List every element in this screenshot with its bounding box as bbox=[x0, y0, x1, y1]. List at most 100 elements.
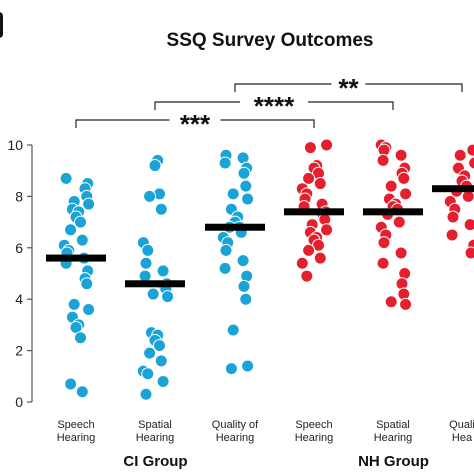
mean-bars bbox=[46, 185, 474, 288]
data-point bbox=[453, 148, 467, 162]
corner-fragment bbox=[0, 12, 3, 38]
y-tick-label: 0 bbox=[15, 394, 23, 410]
mean-bar bbox=[284, 208, 344, 216]
data-point bbox=[153, 338, 166, 352]
data-point bbox=[148, 159, 162, 173]
data-point bbox=[394, 246, 408, 260]
data-point bbox=[239, 292, 253, 306]
data-point bbox=[80, 277, 94, 291]
data-point bbox=[295, 256, 309, 270]
data-point bbox=[74, 331, 87, 345]
significance-label-bg bbox=[331, 72, 366, 92]
data-point bbox=[236, 254, 250, 268]
data-point bbox=[143, 189, 157, 203]
data-point bbox=[139, 387, 153, 401]
category-label: Spatial bbox=[376, 419, 410, 431]
data-point bbox=[64, 377, 78, 391]
category-label: Hearing bbox=[57, 432, 96, 444]
data-point bbox=[226, 187, 240, 201]
data-point bbox=[241, 192, 255, 206]
data-point bbox=[384, 295, 398, 309]
mean-bar bbox=[432, 185, 474, 193]
data-point bbox=[161, 290, 175, 304]
data-point bbox=[239, 179, 253, 193]
group-label: NH Group bbox=[358, 453, 429, 470]
category-label: Hearing bbox=[374, 432, 413, 444]
y-axis: 0 2 4 6 8 10 bbox=[7, 137, 33, 410]
data-point bbox=[237, 166, 251, 180]
data-point bbox=[241, 359, 255, 373]
data-point bbox=[313, 251, 327, 265]
data-point bbox=[392, 215, 406, 229]
data-point bbox=[156, 264, 170, 278]
category-label: Speech bbox=[57, 419, 94, 431]
group-label: CI Group bbox=[123, 453, 187, 470]
data-point bbox=[446, 210, 460, 224]
y-tick-label: 4 bbox=[15, 291, 23, 307]
data-point bbox=[141, 243, 155, 257]
data-point bbox=[394, 148, 408, 162]
data-point bbox=[300, 269, 314, 283]
data-point bbox=[156, 374, 170, 388]
category-label: Hea bbox=[452, 432, 473, 444]
data-point bbox=[302, 243, 316, 257]
data-point bbox=[397, 171, 411, 185]
data-point bbox=[143, 346, 157, 360]
mean-bar bbox=[125, 280, 185, 288]
data-point bbox=[139, 256, 153, 270]
significance-brackets: ********* bbox=[75, 72, 463, 139]
data-point bbox=[218, 156, 232, 170]
data-point bbox=[463, 218, 474, 232]
significance-label: ** bbox=[338, 73, 359, 103]
data-point bbox=[82, 302, 96, 316]
data-point bbox=[75, 233, 89, 247]
category-label: Quality of bbox=[212, 419, 259, 431]
mean-bar bbox=[46, 254, 106, 262]
group-labels: CI Group NH Group bbox=[123, 453, 429, 470]
data-point bbox=[376, 153, 390, 167]
data-point bbox=[399, 297, 413, 311]
data-point bbox=[67, 297, 81, 311]
data-point bbox=[226, 323, 240, 337]
data-point bbox=[74, 215, 87, 229]
data-point bbox=[64, 223, 78, 237]
category-label: Speech bbox=[295, 419, 332, 431]
data-point bbox=[146, 287, 160, 301]
y-tick-label: 6 bbox=[15, 240, 23, 256]
data-point bbox=[445, 228, 459, 242]
data-point bbox=[59, 171, 73, 185]
data-point bbox=[219, 243, 233, 257]
y-tick-label: 10 bbox=[7, 137, 23, 153]
data-point bbox=[154, 202, 168, 216]
data-point bbox=[461, 189, 474, 203]
data-point bbox=[303, 141, 317, 155]
significance-label: *** bbox=[180, 109, 211, 139]
data-point bbox=[237, 279, 251, 293]
data-point bbox=[320, 223, 334, 237]
data-point bbox=[138, 269, 152, 283]
data-point bbox=[313, 177, 327, 191]
data-point bbox=[218, 261, 232, 275]
data-point bbox=[302, 171, 316, 185]
y-tick-label: 8 bbox=[15, 188, 23, 204]
data-point bbox=[75, 385, 89, 399]
mean-bar bbox=[205, 223, 265, 231]
category-label: Quali bbox=[449, 419, 474, 431]
chart-title: SSQ Survey Outcomes bbox=[167, 30, 374, 51]
significance-label-bg bbox=[240, 90, 308, 110]
data-point bbox=[320, 138, 334, 152]
data-point bbox=[224, 362, 238, 376]
data-point bbox=[466, 143, 474, 157]
y-tick-label: 2 bbox=[15, 343, 23, 359]
data-point bbox=[377, 236, 391, 250]
data-point bbox=[399, 187, 413, 201]
category-label: Hearing bbox=[216, 432, 255, 444]
mean-bar bbox=[363, 208, 423, 216]
data-point bbox=[376, 256, 390, 270]
data-point bbox=[154, 354, 168, 368]
category-label: Hearing bbox=[136, 432, 175, 444]
data-point bbox=[384, 179, 398, 193]
data-points bbox=[57, 138, 474, 401]
